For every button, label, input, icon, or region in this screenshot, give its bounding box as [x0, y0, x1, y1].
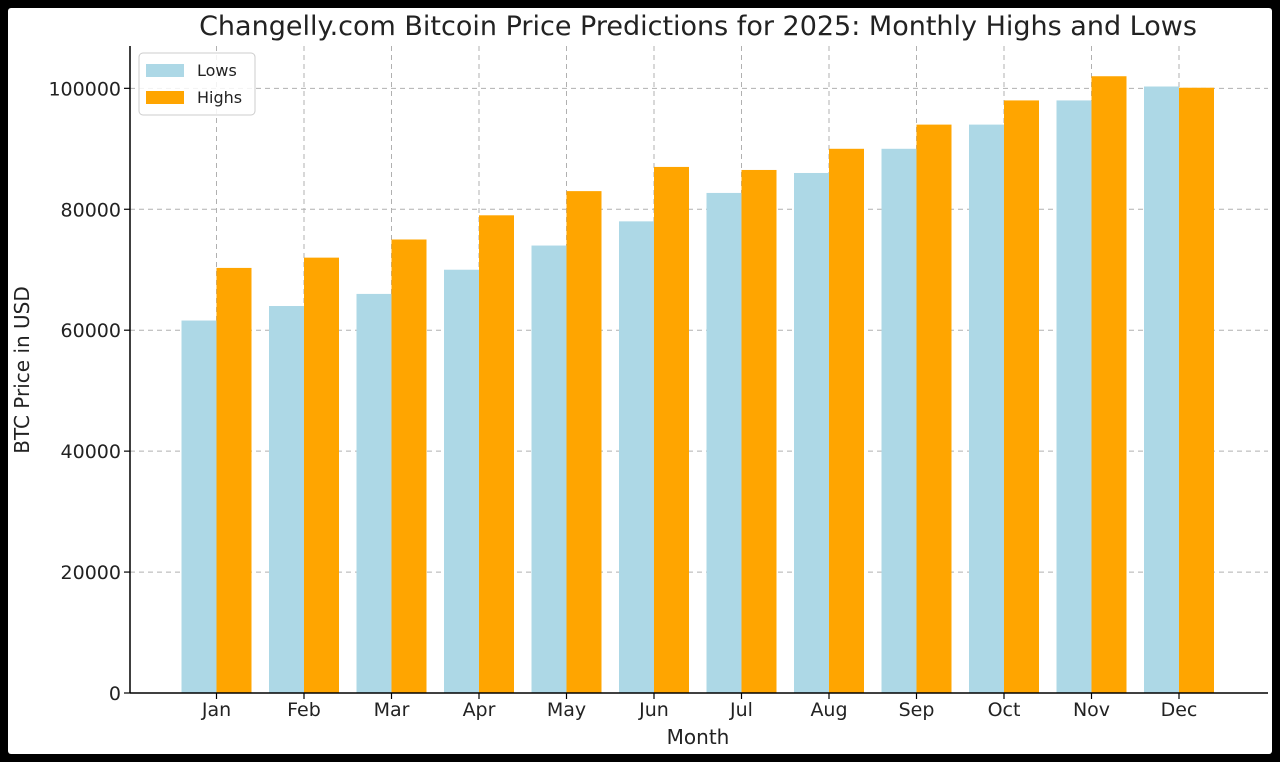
- bar-highs-apr: [479, 215, 514, 693]
- axes: [129, 46, 1268, 694]
- x-tick-label: Oct: [988, 699, 1021, 721]
- bar-highs-dec: [1179, 87, 1214, 694]
- bar-lows-jun: [619, 221, 654, 693]
- bar-highs-sep: [916, 124, 952, 693]
- x-tick-label: Feb: [287, 699, 321, 721]
- y-tick-label: 0: [109, 683, 121, 705]
- bar-lows-may: [531, 245, 567, 693]
- x-tick-label: Jun: [638, 699, 669, 721]
- x-tick-label: Aug: [810, 699, 847, 721]
- bar-highs-may: [566, 191, 602, 693]
- legend-swatch-lows: [146, 64, 184, 77]
- bar-lows-mar: [356, 293, 392, 693]
- bar-highs-feb: [304, 257, 339, 693]
- tick-labels: 0 20000 40000 60000 80000 100000 Jan Feb Mar Apr M…: [48, 78, 1197, 721]
- bar-lows-oct: [969, 124, 1004, 693]
- bar-highs-oct: [1004, 100, 1039, 694]
- x-tick-label: Mar: [374, 699, 410, 721]
- bars: [181, 76, 1214, 694]
- bar-highs-nov: [1091, 76, 1127, 693]
- legend: Lows Highs: [138, 52, 256, 116]
- legend-swatch-highs: [146, 91, 184, 104]
- x-tick-label: Sep: [899, 699, 935, 721]
- bar-highs-jan: [216, 267, 252, 693]
- chart-title: Changelly.com Bitcoin Price Predictions …: [199, 11, 1197, 42]
- y-tick-label: 100000: [48, 78, 121, 100]
- bar-highs-jul: [741, 169, 777, 693]
- x-tick-label: Jul: [729, 699, 753, 721]
- bar-lows-aug: [794, 172, 829, 693]
- y-tick-label: 20000: [61, 562, 121, 584]
- x-tick-label: Dec: [1161, 699, 1198, 721]
- bar-highs-mar: [391, 239, 427, 693]
- x-tick-label: Nov: [1073, 699, 1110, 721]
- bar-highs-jun: [654, 166, 689, 694]
- bar-lows-sep: [881, 148, 917, 694]
- legend-label-highs: Highs: [197, 88, 242, 107]
- x-tick-label: May: [547, 699, 586, 721]
- y-tick-label: 60000: [61, 320, 121, 342]
- x-axis-label: Month: [667, 725, 730, 749]
- y-tick-label: 40000: [61, 441, 121, 463]
- bar-lows-jul: [706, 192, 742, 693]
- bar-lows-dec: [1144, 86, 1179, 694]
- legend-label-lows: Lows: [197, 61, 237, 80]
- bar-lows-feb: [269, 306, 304, 693]
- y-tick-label: 80000: [61, 199, 121, 221]
- x-tick-label: Apr: [463, 699, 496, 721]
- bar-lows-jan: [181, 320, 217, 693]
- y-axis-label: BTC Price in USD: [10, 286, 34, 454]
- x-tick-label: Jan: [201, 699, 231, 721]
- bar-lows-apr: [444, 269, 479, 693]
- bar-highs-aug: [829, 148, 864, 694]
- bar-lows-nov: [1056, 100, 1092, 694]
